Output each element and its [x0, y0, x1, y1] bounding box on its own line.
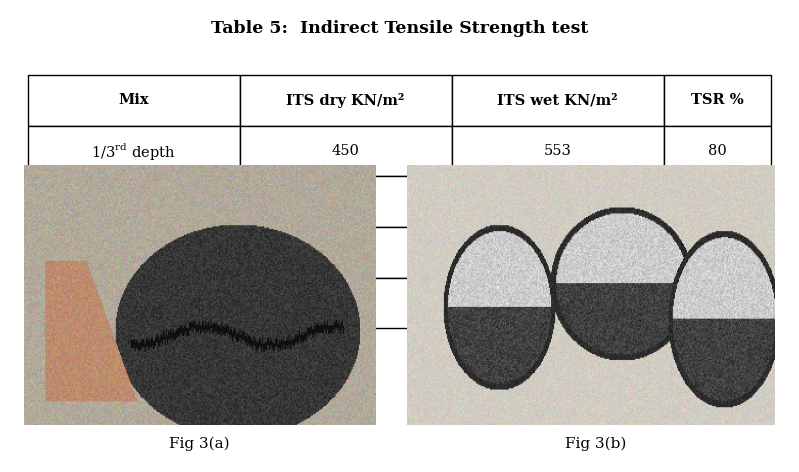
Text: 1798: 1798 — [327, 296, 364, 310]
Bar — [27, 75, 240, 126]
Text: ITS wet KN/m²: ITS wet KN/m² — [497, 93, 618, 108]
Bar — [240, 177, 451, 227]
Bar — [240, 75, 451, 126]
Text: 80: 80 — [708, 296, 727, 310]
Text: Fig 3(b): Fig 3(b) — [565, 437, 626, 451]
Bar — [664, 227, 772, 278]
Bar — [451, 227, 664, 278]
Text: 1437: 1437 — [539, 296, 576, 310]
Text: $\mathregular{3/4}^{\mathregular{th}}$ depth: $\mathregular{3/4}^{\mathregular{th}}$ d… — [92, 242, 176, 263]
Bar — [664, 278, 772, 329]
Bar — [240, 126, 451, 177]
Bar — [240, 278, 451, 329]
Bar — [451, 126, 664, 177]
Bar — [27, 227, 240, 278]
Bar — [27, 126, 240, 177]
Text: 1769: 1769 — [327, 245, 364, 260]
Text: 80: 80 — [708, 144, 727, 158]
Bar — [27, 278, 240, 329]
Text: Mix: Mix — [118, 93, 149, 108]
Text: Fig 3(a): Fig 3(a) — [169, 437, 230, 451]
Bar — [451, 278, 664, 329]
Text: $\mathregular{1/3}^{\mathregular{rd}}$ depth: $\mathregular{1/3}^{\mathregular{rd}}$ d… — [91, 141, 176, 161]
Text: TSR %: TSR % — [691, 93, 744, 108]
Bar — [664, 75, 772, 126]
Text: 1425: 1425 — [539, 245, 576, 260]
Text: 450: 450 — [332, 144, 360, 158]
Bar — [27, 177, 240, 227]
Bar — [664, 126, 772, 177]
Text: 1858: 1858 — [327, 195, 364, 209]
Text: 1/3rd depth: 1/3rd depth — [90, 195, 177, 209]
Bar — [664, 177, 772, 227]
Text: 1555: 1555 — [539, 195, 576, 209]
Text: 81: 81 — [708, 245, 727, 260]
Text: 553: 553 — [543, 144, 571, 158]
Bar — [451, 75, 664, 126]
Bar — [451, 177, 664, 227]
Bar — [240, 227, 451, 278]
Text: ITS dry KN/m²: ITS dry KN/m² — [286, 93, 405, 108]
Text: Table 5:  Indirect Tensile Strength test: Table 5: Indirect Tensile Strength test — [211, 20, 588, 37]
Text: 3/4th depth: 3/4th depth — [90, 296, 177, 310]
Text: 84: 84 — [708, 195, 727, 209]
